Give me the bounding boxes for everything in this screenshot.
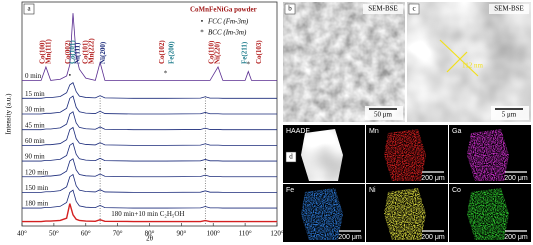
x-tick-label: 70°	[113, 230, 123, 238]
xrd-curve	[22, 158, 277, 178]
curve-label: 45 min	[25, 121, 45, 129]
xrd-curve	[22, 173, 277, 193]
curve-label: 15 min	[25, 90, 45, 98]
phase-marker: •	[99, 166, 102, 174]
panel-letter: c	[412, 5, 415, 13]
peak-label: Mn(111)	[45, 38, 53, 64]
legend-label: FCC (Fm-3m)	[207, 18, 249, 26]
x-axis-label: 2θ	[146, 235, 154, 243]
xrd-curve	[22, 142, 277, 162]
y-axis-label: Intensity (a.u.)	[5, 93, 13, 135]
peak-label: Co(002)	[64, 40, 72, 64]
curve-label: 90 min	[25, 153, 45, 161]
phase-marker: •	[204, 166, 207, 174]
legend-label: BCC (Im-3m)	[208, 29, 247, 37]
label-box	[363, 4, 403, 14]
map-label: Ni	[369, 187, 376, 194]
peak-label: Ni(220)	[213, 41, 221, 64]
peak-label: Fe(200)	[167, 41, 175, 64]
curve-label: 120 min	[25, 168, 49, 176]
scale-text: 5 μm	[502, 111, 517, 119]
xrd-curve	[22, 95, 277, 115]
scale-text: 200 μm	[338, 234, 362, 241]
panel-letter-box	[284, 3, 296, 15]
element-map	[384, 188, 426, 240]
map-label: Co	[452, 187, 461, 194]
scale-text: 200 μm	[504, 234, 528, 241]
xrd-curve	[22, 126, 277, 146]
legend-symbol: •	[201, 18, 204, 26]
peak-label: Ni(200)	[99, 41, 107, 64]
sem-image	[407, 2, 531, 122]
panel-letter: b	[288, 5, 292, 13]
panel-letter-box	[23, 3, 35, 15]
map-label: Mn	[369, 128, 379, 135]
measure-text: 112 nm	[462, 62, 483, 70]
phase-marker: *	[164, 69, 168, 77]
phase-marker: •	[69, 72, 72, 80]
element-map	[467, 188, 509, 240]
xrd-curve	[22, 82, 277, 99]
curve-label: 150 min	[25, 184, 49, 192]
xrd-curve	[22, 13, 277, 81]
element-map	[301, 188, 343, 240]
measure-line	[446, 51, 468, 73]
x-tick-label: 90°	[176, 230, 186, 238]
sem-image	[283, 2, 405, 122]
curve-label: 30 min	[25, 106, 45, 114]
x-tick-label: 40°	[17, 230, 27, 238]
curve-label: 60 min	[25, 137, 45, 145]
peak-label: Co(101)	[82, 40, 90, 64]
xrd-curve	[22, 111, 277, 131]
element-map	[384, 129, 426, 181]
legend-symbol: *	[200, 29, 204, 37]
element-map	[467, 129, 509, 181]
x-tick-label: 100°	[207, 230, 221, 238]
panel-letter-box	[285, 151, 297, 163]
peak-label: Ni(111)	[73, 42, 81, 64]
peak-label: Co(102)	[158, 40, 166, 64]
scale-text: 200 μm	[504, 175, 528, 182]
sem-label: SEM-BSE	[494, 5, 524, 13]
scale-text: 200 μm	[421, 175, 445, 182]
map-label: Ga	[452, 128, 461, 135]
peak-label: Co(101)	[69, 40, 77, 64]
element-map	[301, 129, 343, 181]
phase-marker: *	[247, 60, 251, 68]
peak-label: Co(110)	[207, 40, 215, 64]
curve-label: 180 min+10 min C₂H₅OH	[111, 210, 184, 218]
x-tick-label: 120°	[270, 230, 284, 238]
panel-letter: a	[27, 5, 31, 13]
map-label: Fe	[286, 187, 294, 194]
xrd-curve	[22, 203, 277, 223]
peak-label: Fe(211)	[241, 41, 249, 64]
scale-text: 200 μm	[421, 234, 445, 241]
peak-label: Mn(222)	[88, 38, 96, 64]
measure-line	[439, 39, 479, 77]
xrd-curve	[22, 189, 277, 209]
panel-letter: d	[289, 153, 293, 161]
scale-text: 50 μm	[374, 111, 393, 119]
panel-letter-box	[408, 3, 420, 15]
peak-label: Co(100)	[39, 40, 47, 64]
x-tick-label: 50°	[49, 230, 59, 238]
map-label: HAADF	[286, 128, 310, 135]
peak-label: Co(103)	[255, 40, 263, 64]
sem-label: SEM-BSE	[368, 5, 398, 13]
x-tick-label: 80°	[145, 230, 155, 238]
curve-label: 180 min	[25, 200, 49, 208]
x-tick-label: 60°	[81, 230, 91, 238]
label-box	[489, 4, 529, 14]
curve-label: 0 min	[25, 72, 42, 80]
x-tick-label: 110°	[239, 230, 252, 238]
chart-title: CoMnFeNiGa powder	[190, 6, 257, 14]
